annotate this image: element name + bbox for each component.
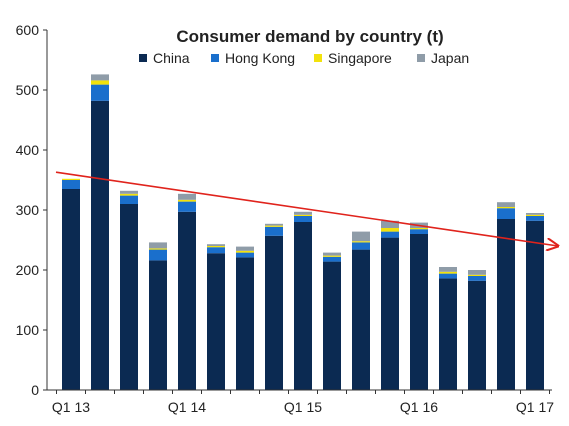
axes: 0 100 200 300 400 500 600 Q1 13 Q1 14 Q1 15 Q1 16 Q…: [16, 22, 555, 415]
bar-9-0: [323, 261, 341, 390]
bar-0-2: [62, 178, 80, 180]
bar-15-1: [497, 208, 515, 219]
bar-3-3: [149, 242, 167, 249]
y-tick-label-4: 400: [16, 142, 40, 158]
bar-3-1: [149, 249, 167, 261]
bar-12-1: [410, 229, 428, 234]
legend-label-0: China: [153, 50, 190, 66]
bar-0-0: [62, 189, 80, 390]
y-tick-label-6: 600: [16, 22, 40, 38]
bar-2-0: [120, 204, 138, 390]
y-tick-label-1: 100: [16, 322, 40, 338]
bar-10-1: [352, 242, 370, 250]
y-tick-label-3: 300: [16, 202, 40, 218]
bar-0-1: [62, 180, 80, 189]
bar-16-2: [526, 214, 544, 216]
bar-11-2: [381, 228, 399, 232]
bar-5-0: [207, 253, 225, 390]
bar-8-3: [294, 211, 312, 215]
bar-10-3: [352, 231, 370, 242]
trend-line-group: [55, 171, 558, 246]
legend-swatch-0: [139, 54, 147, 62]
x-tick-label-3: Q1 16: [400, 399, 438, 415]
bar-15-3: [497, 202, 515, 207]
bar-16-3: [526, 213, 544, 215]
legend-label-2: Singapore: [328, 50, 392, 66]
bar-7-0: [265, 235, 283, 390]
bar-14-1: [468, 276, 486, 281]
bar-16-1: [526, 216, 544, 221]
bar-4-2: [178, 199, 196, 202]
trend-line: [55, 171, 558, 246]
bar-14-0: [468, 280, 486, 390]
bar-1-1: [91, 84, 109, 101]
bar-1-0: [91, 100, 109, 391]
bar-12-2: [410, 228, 428, 230]
y-tick-label-2: 200: [16, 262, 40, 278]
bar-7-2: [265, 225, 283, 227]
bar-15-2: [497, 207, 515, 209]
bar-1-3: [91, 74, 109, 81]
bar-2-2: [120, 193, 138, 196]
bar-10-0: [352, 249, 370, 390]
legend-label-1: Hong Kong: [225, 50, 295, 66]
bar-13-1: [439, 273, 457, 279]
bar-4-3: [178, 193, 196, 200]
bar-2-1: [120, 195, 138, 204]
x-tick-label-0: Q1 13: [52, 399, 90, 415]
bar-16-0: [526, 220, 544, 390]
legend-swatch-1: [211, 54, 219, 62]
bar-9-2: [323, 255, 341, 257]
bar-7-3: [265, 223, 283, 226]
x-tick-label-1: Q1 14: [168, 399, 206, 415]
bar-6-3: [236, 246, 254, 251]
bar-8-1: [294, 216, 312, 222]
bar-9-1: [323, 256, 341, 262]
bar-12-0: [410, 234, 428, 390]
chart-title: Consumer demand by country (t): [176, 27, 443, 46]
bar-8-0: [294, 222, 312, 390]
legend-swatch-2: [314, 54, 322, 62]
bar-6-2: [236, 250, 254, 253]
bar-11-1: [381, 231, 399, 238]
bar-6-0: [236, 257, 254, 390]
x-tick-label-2: Q1 15: [284, 399, 322, 415]
bar-13-2: [439, 271, 457, 274]
bar-10-2: [352, 241, 370, 243]
legend: China Hong Kong Singapore Japan: [139, 50, 469, 66]
bar-5-3: [207, 244, 225, 246]
bar-13-3: [439, 267, 457, 272]
bar-4-0: [178, 211, 196, 390]
bar-14-3: [468, 270, 486, 275]
bar-5-1: [207, 247, 225, 254]
bar-13-0: [439, 278, 457, 390]
bar-4-1: [178, 201, 196, 212]
bar-5-2: [207, 246, 225, 248]
y-tick-label-5: 500: [16, 82, 40, 98]
bar-1-2: [91, 80, 109, 85]
legend-swatch-3: [417, 54, 425, 62]
bar-15-0: [497, 219, 515, 390]
bar-7-1: [265, 226, 283, 236]
bar-9-3: [323, 252, 341, 256]
bars: [62, 74, 544, 391]
bar-11-0: [381, 237, 399, 390]
bar-11-3: [381, 220, 399, 228]
bar-3-0: [149, 260, 167, 390]
bar-14-2: [468, 274, 486, 276]
y-tick-label-0: 0: [31, 382, 39, 398]
legend-label-3: Japan: [431, 50, 469, 66]
x-tick-label-4: Q1 17: [516, 399, 554, 415]
bar-2-3: [120, 190, 138, 194]
bar-3-2: [149, 248, 167, 250]
bar-8-2: [294, 214, 312, 216]
bar-6-1: [236, 252, 254, 258]
